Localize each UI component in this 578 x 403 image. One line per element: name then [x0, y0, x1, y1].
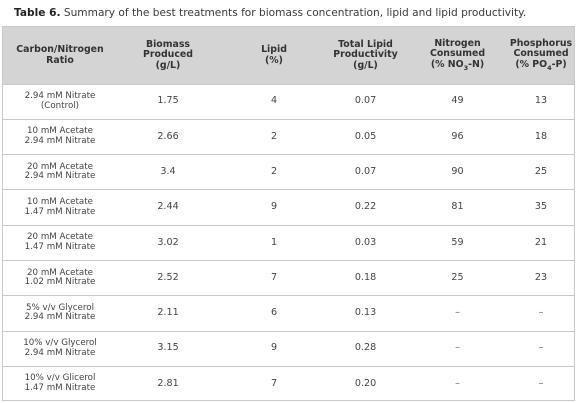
cell-lipid: 9 [270, 201, 278, 213]
cell-lipid: 7 [270, 271, 278, 283]
cell-total-lipid-productivity: 0.13 [354, 307, 377, 319]
cell-phosphorus-consumed: 25 [534, 165, 548, 177]
cell-total-lipid-productivity: 0.18 [354, 271, 377, 283]
cell-lipid: 7 [270, 377, 278, 389]
row-divider [3, 154, 574, 156]
cell-nitrogen-consumed: 25 [451, 271, 464, 283]
cell-phosphorus-consumed: 13 [534, 95, 548, 107]
cell-cn-ratio: 10 mM Acetate 1.47 mM Nitrate [24, 196, 96, 217]
cell-biomass: 2.52 [157, 271, 179, 283]
cell-lipid: 9 [270, 342, 278, 354]
cell-total-lipid-productivity: 0.05 [354, 130, 377, 142]
cell-nitrogen-consumed: 59 [451, 236, 464, 248]
header-cn-ratio: Carbon/Nitrogen Ratio [16, 44, 104, 66]
cell-cn-ratio: 5% v/v Glycerol 2.94 mM Nitrate [24, 302, 96, 323]
header-lipid: Lipid (%) [261, 44, 287, 66]
header-divider [3, 84, 574, 85]
header-phosphorus-consumed: Phosphorus Consumed (% PO4-P) [509, 38, 573, 72]
cell-total-lipid-productivity: 0.20 [354, 377, 377, 389]
cell-biomass: 3.02 [157, 236, 179, 248]
table-row: 10 mM Acetate 2.94 mM Nitrate 2.66 2 0.05 96 1… [3, 119, 574, 154]
row-divider [3, 330, 574, 332]
cell-biomass: 3.4 [160, 165, 176, 177]
caption-label: Table 6. [14, 7, 61, 19]
cell-phosphorus-consumed: 23 [534, 271, 548, 283]
table-row: 10% v/v Glycerol 2.94 mM Nitrate 3.15 9 0.28… [3, 331, 574, 366]
cell-nitrogen-consumed: – [455, 342, 460, 354]
cell-nitrogen-consumed: 81 [451, 201, 464, 213]
cell-cn-ratio: 2.94 mM Nitrate (Control) [24, 91, 96, 111]
cell-cn-ratio: 20 mM Acetate 1.02 mM Nitrate [24, 267, 96, 288]
cell-nitrogen-consumed: 96 [451, 130, 464, 142]
cell-phosphorus-consumed: – [538, 377, 544, 389]
table-row: 2.94 mM Nitrate (Control) 1.75 4 0.07 49 13 [3, 84, 574, 119]
cell-phosphorus-consumed: – [538, 342, 544, 354]
cell-biomass: 1.75 [157, 95, 179, 107]
table-row: 20 mM Acetate 1.47 mM Nitrate 3.02 1 0.03 59 2… [3, 225, 574, 260]
table-row: 20 mM Acetate 2.94 mM Nitrate 3.4 2 0.07 90 25 [3, 155, 574, 190]
summary-table: Carbon/Nitrogen Ratio Biomass Produced (g/L… [2, 26, 575, 401]
cell-phosphorus-consumed: 21 [534, 236, 548, 248]
table-caption: Table 6. Summary of the best treatments … [14, 7, 574, 19]
cell-phosphorus-consumed: 18 [534, 130, 548, 142]
cell-total-lipid-productivity: 0.03 [354, 236, 377, 248]
cell-phosphorus-consumed: – [538, 307, 544, 319]
cell-lipid: 2 [270, 165, 278, 177]
cell-biomass: 2.81 [157, 377, 179, 389]
header-total-lipid-productivity: Total Lipid Productivity (g/L) [333, 38, 398, 71]
row-divider [3, 295, 574, 297]
row-divider [3, 224, 574, 226]
cell-nitrogen-consumed: 49 [451, 95, 464, 107]
cell-lipid: 1 [270, 236, 278, 248]
cell-nitrogen-consumed: 90 [451, 165, 464, 177]
caption-text: Summary of the best treatments for bioma… [60, 7, 527, 19]
row-divider [3, 189, 574, 191]
table-row: 10% v/v Glicerol 1.47 mM Nitrate 2.81 7 0.20… [3, 366, 574, 401]
cell-nitrogen-consumed: – [455, 307, 460, 319]
header-nitrogen-consumed: Nitrogen Consumed (% NO3-N) [429, 38, 486, 72]
cell-total-lipid-productivity: 0.28 [354, 342, 377, 354]
cell-cn-ratio: 10% v/v Glycerol 2.94 mM Nitrate [23, 338, 97, 358]
row-divider [3, 118, 574, 120]
cell-biomass: 3.15 [157, 342, 179, 354]
cell-biomass: 2.44 [157, 201, 179, 213]
header-biomass: Biomass Produced (g/L) [143, 38, 193, 71]
cell-lipid: 2 [270, 130, 278, 142]
cell-cn-ratio: 10 mM Acetate 2.94 mM Nitrate [24, 126, 96, 146]
table-row: 20 mM Acetate 1.02 mM Nitrate 2.52 7 0.18 25 2… [3, 261, 574, 296]
cell-lipid: 6 [270, 307, 278, 319]
cell-cn-ratio: 10% v/v Glicerol 1.47 mM Nitrate [24, 373, 96, 394]
row-divider [3, 260, 574, 261]
cell-total-lipid-productivity: 0.07 [354, 165, 377, 177]
cell-biomass: 2.11 [157, 307, 179, 319]
cell-total-lipid-productivity: 0.07 [354, 95, 377, 107]
table-header-row: Carbon/Nitrogen Ratio Biomass Produced (g/L… [3, 27, 574, 84]
cell-phosphorus-consumed: 35 [534, 201, 548, 213]
cell-biomass: 2.66 [157, 130, 179, 142]
cell-lipid: 4 [270, 95, 278, 107]
cell-cn-ratio: 20 mM Acetate 1.47 mM Nitrate [24, 232, 96, 252]
cell-total-lipid-productivity: 0.22 [354, 201, 377, 213]
table-row: 10 mM Acetate 1.47 mM Nitrate 2.44 9 0.22 81 3… [3, 190, 574, 225]
cell-cn-ratio: 20 mM Acetate 2.94 mM Nitrate [24, 161, 96, 182]
row-divider [3, 365, 574, 367]
table-row: 5% v/v Glycerol 2.94 mM Nitrate 2.11 6 0.13 –… [3, 296, 574, 331]
cell-nitrogen-consumed: – [455, 377, 460, 389]
